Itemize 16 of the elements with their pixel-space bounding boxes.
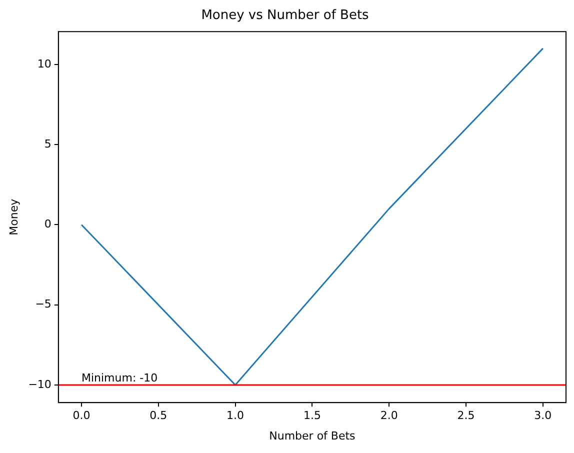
y-tick-label: −10 [28, 378, 52, 391]
x-tick-label: 1.5 [303, 409, 321, 422]
x-tick-label: 2.0 [380, 409, 398, 422]
y-axis-title: Money [7, 198, 20, 236]
x-tick-label: 3.0 [534, 409, 552, 422]
x-axis-title: Number of Bets [269, 429, 356, 442]
y-tick-label: 10 [37, 57, 52, 70]
annotation: Minimum: -10 [81, 371, 158, 384]
x-tick-label: 0.5 [150, 409, 168, 422]
x-tick-label: 2.5 [457, 409, 475, 422]
x-tick-label: 0.0 [72, 409, 90, 422]
x-tick-label: 1.0 [226, 409, 244, 422]
y-tick-label: −5 [35, 298, 52, 311]
y-tick-label: 5 [44, 137, 52, 150]
y-tick-label: 0 [44, 218, 52, 231]
chart-title: Money vs Number of Bets [201, 8, 370, 24]
